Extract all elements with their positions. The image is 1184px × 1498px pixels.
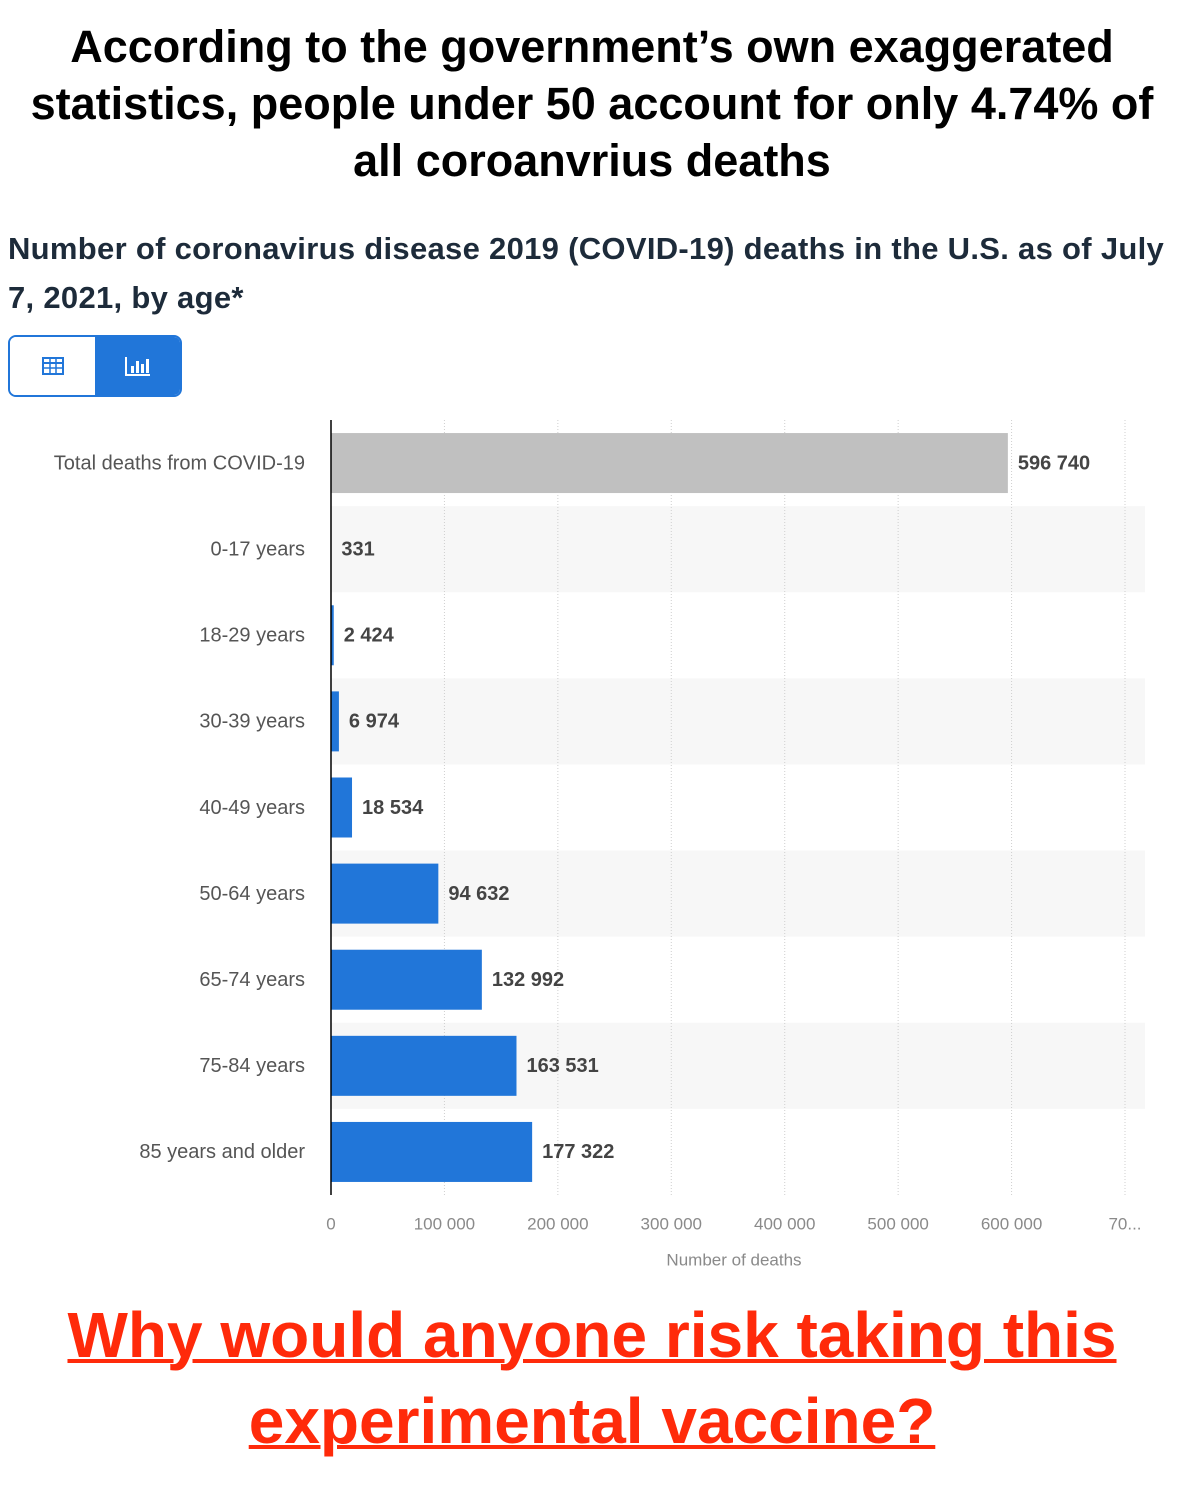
y-tick-label: 65-74 years — [199, 969, 305, 991]
value-label: 177 322 — [542, 1141, 614, 1163]
x-tick-label: 600 000 — [981, 1214, 1042, 1233]
row-band — [331, 506, 1145, 593]
y-tick-label: 75-84 years — [199, 1055, 305, 1077]
bar — [331, 777, 353, 838]
value-label: 132 992 — [492, 969, 564, 991]
y-tick-label: 85 years and older — [139, 1141, 305, 1163]
y-tick-label: 18-29 years — [199, 625, 305, 647]
chart-view-button[interactable] — [95, 337, 180, 395]
chart: 0 100 000 200 000 300 000 400 000 500 000 600 … — [53, 420, 1145, 1270]
value-label: 331 — [341, 538, 374, 560]
view-toggle[interactable] — [8, 335, 182, 397]
row-band — [331, 850, 1145, 937]
value-label: 18 534 — [362, 797, 424, 819]
value-label: 596 740 — [1018, 452, 1090, 474]
y-tick-label: 0-17 years — [211, 538, 306, 560]
bar — [331, 1035, 517, 1096]
chart-icon — [124, 357, 150, 376]
headline: According to the government’s own exagge… — [30, 21, 1154, 186]
row-band — [331, 678, 1145, 765]
chart-title: Number of coronavirus disease 2019 (COVI… — [8, 231, 1165, 315]
bar — [331, 691, 339, 752]
bar — [331, 863, 439, 924]
value-label: 2 424 — [344, 625, 395, 647]
x-tick-label: 100 000 — [414, 1214, 475, 1233]
x-tick-label: 70... — [1108, 1214, 1141, 1233]
value-label: 94 632 — [448, 883, 509, 905]
bar — [331, 605, 334, 666]
bar — [331, 1121, 533, 1182]
table-icon — [41, 357, 64, 375]
y-tick-label: 40-49 years — [199, 797, 305, 819]
y-tick-label: Total deaths from COVID-19 — [54, 452, 305, 474]
y-tick-label: 50-64 years — [199, 883, 305, 905]
y-tick-label: 30-39 years — [199, 711, 305, 733]
bar — [331, 949, 482, 1010]
value-label: 6 974 — [349, 711, 400, 733]
x-axis-label: Number of deaths — [666, 1250, 801, 1269]
bar — [331, 433, 1008, 494]
footer-caption: Why would anyone risk taking this experi… — [67, 1299, 1117, 1457]
x-tick-label: 200 000 — [527, 1214, 588, 1233]
x-tick-label: 400 000 — [754, 1214, 815, 1233]
x-tick-label: 0 — [326, 1214, 335, 1233]
x-tick-label: 300 000 — [641, 1214, 702, 1233]
x-tick-label: 500 000 — [867, 1214, 928, 1233]
value-label: 163 531 — [526, 1055, 598, 1077]
table-view-button[interactable] — [10, 337, 95, 395]
